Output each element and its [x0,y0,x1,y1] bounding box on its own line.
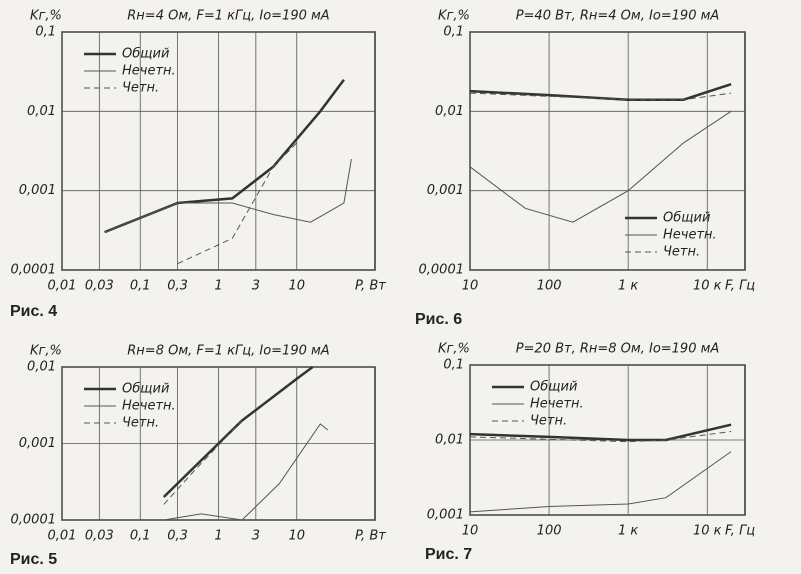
x-tick-label: 10 [288,529,305,544]
x-tick-label: 10 [462,524,479,539]
legend-label: Четн. [663,245,700,260]
series-line [469,83,732,101]
x-tick-label: 3 [252,279,260,294]
figure-caption: Рис. 6 [415,311,462,328]
x-tick-label: 0,3 [167,279,188,294]
x-tick-label: 0,03 [85,529,114,544]
series-line [469,92,732,101]
figure-caption: Рис. 5 [10,551,57,568]
x-tick-label: 0,1 [130,279,151,294]
y-tick-label: 0,01 [435,104,464,119]
x-tick-label: 10 [462,279,479,294]
x-axis-label: F, Гц [725,279,755,294]
x-axis-label: P, Вт [355,529,386,544]
y-tick-label: 0,01 [27,104,56,119]
x-axis-label: P, Вт [355,279,386,294]
x-tick-label: 0,03 [85,279,114,294]
series-line [163,423,329,521]
legend-label: Четн. [530,414,567,429]
y-axis-label: Kг,% [30,9,62,24]
x-tick-label: 1 к [618,524,638,539]
y-tick-label: 0,0001 [11,513,57,528]
chart-title: Rн=8 Ом, F=1 кГц, Iо=190 мА [127,344,329,359]
series-line [177,142,298,265]
legend-label: Четн. [122,416,159,431]
series-line [163,420,243,505]
y-axis-label: Kг,% [438,9,470,24]
x-tick-label: 0,01 [48,529,77,544]
x-tick-label: 1 [214,529,222,544]
y-axis-label: Kг,% [438,342,470,357]
y-tick-label: 0,1 [443,25,464,40]
legend-label: Нечетн. [122,399,176,414]
x-tick-label: 1 [214,279,222,294]
y-tick-label: 0,01 [435,433,464,448]
y-axis-label: Kг,% [30,344,62,359]
x-tick-label: 100 [537,524,562,539]
x-axis-label: F, Гц [725,524,755,539]
series-line [469,451,732,513]
y-tick-label: 0,001 [19,436,56,451]
chart-title: P=40 Вт, Rн=4 Ом, Iо=190 мА [516,9,720,24]
y-tick-label: 0,1 [35,25,56,40]
legend-label: Нечетн. [530,397,584,412]
series-line [162,365,314,498]
chart-title: Rн=4 Ом, F=1 кГц, Iо=190 мА [127,9,329,24]
y-tick-label: 0,01 [27,360,56,375]
series-line [469,423,732,442]
y-tick-label: 0,001 [19,183,56,198]
legend-label: Нечетн. [122,64,176,79]
legend-label: Общий [663,211,710,226]
series-line [104,159,352,233]
x-tick-label: 100 [537,279,562,294]
x-tick-label: 10 [288,279,305,294]
y-tick-label: 0,1 [443,358,464,373]
legend-label: Общий [122,382,169,397]
x-tick-label: 0,1 [130,529,151,544]
legend-label: Общий [530,380,577,395]
x-tick-label: 0,01 [48,279,77,294]
figure-caption: Рис. 7 [425,546,472,563]
y-tick-label: 0,0001 [11,263,57,278]
y-tick-label: 0,001 [427,183,464,198]
legend-label: Нечетн. [663,228,717,243]
x-tick-label: 1 к [618,279,638,294]
legend-label: Четн. [122,81,159,96]
chart-title: P=20 Вт, Rн=8 Ом, Iо=190 мА [516,342,720,357]
x-tick-label: 10 к [693,279,722,294]
x-tick-label: 3 [252,529,260,544]
x-tick-label: 10 к [693,524,722,539]
figure-caption: Рис. 4 [10,303,57,320]
x-tick-label: 0,3 [167,529,188,544]
series-line [469,110,732,223]
legend-label: Общий [122,47,169,62]
y-tick-label: 0,0001 [419,263,465,278]
y-tick-label: 0,001 [427,508,464,523]
